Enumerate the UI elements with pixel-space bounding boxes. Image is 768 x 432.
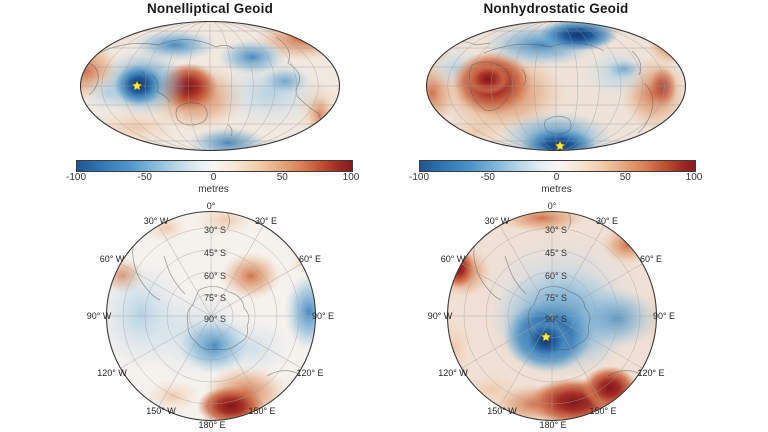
lon-label-120w: 120° W: [97, 368, 127, 378]
nonelliptical-global-map: [80, 21, 340, 151]
colorbar-left-unit: metres: [198, 184, 229, 195]
map-outline: [80, 21, 340, 151]
map-outline: [426, 21, 686, 151]
lon-label-150w: 150° W: [487, 406, 517, 416]
nonelliptical-polar-panel: 0° 30° W 30° E 60° W 60° E 90° W 90° E 1…: [81, 200, 341, 432]
nonhydrostatic-global-map: [426, 21, 686, 151]
lon-label-90e: 90° E: [652, 311, 676, 321]
lon-label-30e: 30° E: [254, 216, 278, 226]
lon-label-180: 180° E: [539, 420, 567, 430]
lon-label-0: 0°: [547, 201, 557, 211]
tick-label: 50: [619, 172, 631, 183]
lon-label-150e: 150° E: [248, 406, 276, 416]
lon-label-120e: 120° E: [637, 368, 665, 378]
title-nonelliptical: Nonelliptical Geoid: [146, 1, 274, 16]
lat-label-75s: 75° S: [544, 293, 568, 303]
lon-label-60e: 60° E: [639, 254, 663, 264]
lon-label-30w: 30° W: [484, 216, 510, 226]
colorbar-right: [419, 160, 696, 172]
lon-label-90e: 90° E: [311, 311, 335, 321]
lon-label-180: 180° E: [198, 420, 226, 430]
nonhydrostatic-polar-panel: 0° 30° W 30° E 60° W 60° E 90° W 90° E 1…: [422, 200, 682, 432]
title-nonhydrostatic: Nonhydrostatic Geoid: [483, 1, 629, 16]
star-marker-icon: [540, 331, 552, 342]
lat-label-75s: 75° S: [203, 293, 227, 303]
graticule: [106, 211, 316, 421]
lon-label-150e: 150° E: [589, 406, 617, 416]
lat-label-45s: 45° S: [203, 248, 227, 258]
lon-label-120w: 120° W: [438, 368, 468, 378]
tick-label: -50: [480, 172, 495, 183]
lat-label-60s: 60° S: [203, 271, 227, 281]
graticule: [447, 211, 657, 421]
lat-label-90s: 90° S: [203, 314, 227, 324]
lat-label-60s: 60° S: [544, 271, 568, 281]
lon-label-30e: 30° E: [595, 216, 619, 226]
lon-label-120e: 120° E: [296, 368, 324, 378]
star-marker-icon: [554, 140, 566, 151]
lon-label-30w: 30° W: [143, 216, 169, 226]
lat-label-45s: 45° S: [544, 248, 568, 258]
lon-label-60w: 60° W: [99, 254, 125, 264]
lat-label-90s: 90° S: [544, 314, 568, 324]
map-outline: [105, 210, 317, 422]
lon-label-0: 0°: [206, 201, 216, 211]
lon-label-90w: 90° W: [427, 311, 453, 321]
tick-label: 0: [210, 172, 217, 183]
geoid-anomaly-field: [106, 211, 316, 421]
lat-label-30s: 30° S: [203, 225, 227, 235]
colorbar-left: [76, 160, 353, 172]
nonhydrostatic-polar-map: [446, 210, 658, 422]
lon-label-60w: 60° W: [440, 254, 466, 264]
tick-label: -100: [65, 172, 87, 183]
tick-label: 100: [342, 172, 360, 183]
tick-label: 100: [685, 172, 703, 183]
lon-label-60e: 60° E: [298, 254, 322, 264]
star-marker-icon: [131, 80, 143, 91]
colorbar-right-unit: metres: [541, 184, 572, 195]
colorbar-right-ticks: -100 -50 0 50 100: [409, 172, 702, 184]
nonelliptical-polar-map: [105, 210, 317, 422]
map-outline: [446, 210, 658, 422]
tick-label: 0: [553, 172, 560, 183]
tick-label: -50: [137, 172, 152, 183]
tick-label: -100: [408, 172, 430, 183]
tick-label: 50: [276, 172, 288, 183]
lon-label-90w: 90° W: [86, 311, 112, 321]
lon-label-150w: 150° W: [146, 406, 176, 416]
lat-label-30s: 30° S: [544, 225, 568, 235]
colorbar-left-ticks: -100 -50 0 50 100: [66, 172, 359, 184]
